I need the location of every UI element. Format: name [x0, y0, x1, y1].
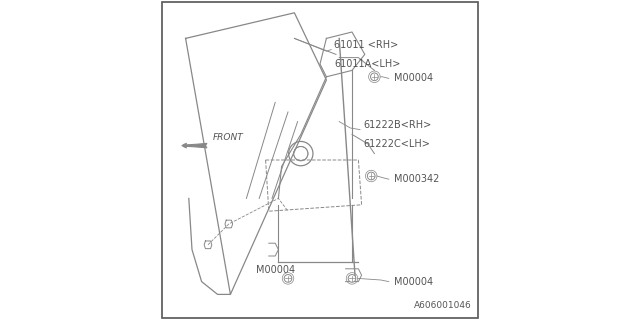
Text: A606001046: A606001046	[414, 301, 472, 310]
Text: 61011A<LH>: 61011A<LH>	[334, 59, 401, 69]
Text: 61222B<RH>: 61222B<RH>	[364, 120, 431, 130]
Circle shape	[367, 172, 375, 180]
Text: M00004: M00004	[394, 73, 433, 84]
Text: 61011 <RH>: 61011 <RH>	[334, 40, 399, 50]
Circle shape	[371, 73, 378, 81]
Circle shape	[348, 275, 356, 282]
Text: M00004: M00004	[394, 276, 433, 287]
Text: M000342: M000342	[394, 174, 439, 184]
Circle shape	[284, 275, 292, 282]
Text: 61222C<LH>: 61222C<LH>	[364, 139, 430, 149]
Text: FRONT: FRONT	[212, 133, 244, 142]
Text: M00004: M00004	[256, 265, 295, 276]
